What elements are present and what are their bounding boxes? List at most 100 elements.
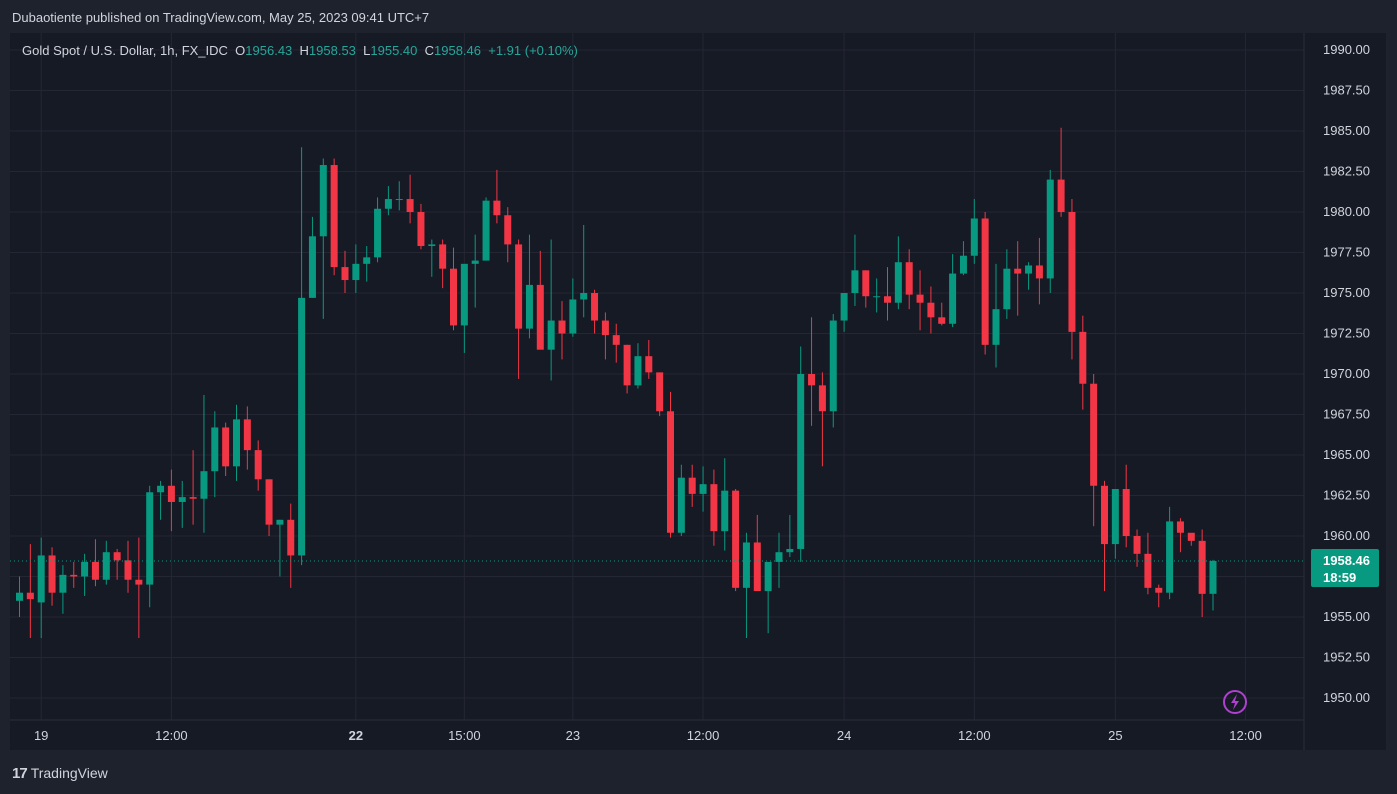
y-tick-label: 1972.50 xyxy=(1323,326,1370,341)
candle-body xyxy=(732,490,740,588)
candle-body xyxy=(525,284,533,329)
candle-body xyxy=(970,218,978,256)
candle-body xyxy=(1068,212,1076,332)
y-tick-label: 1955.00 xyxy=(1323,609,1370,624)
candle-body xyxy=(178,497,186,502)
candle-body xyxy=(981,218,989,345)
candle-body xyxy=(862,270,870,297)
candle xyxy=(645,339,653,379)
x-tick-label: 23 xyxy=(566,728,580,743)
candle xyxy=(905,249,913,310)
candle xyxy=(1198,529,1206,617)
candle-body xyxy=(829,320,837,412)
y-tick-label: 1982.50 xyxy=(1323,164,1370,179)
candle-body xyxy=(189,497,197,499)
candle-body xyxy=(742,542,750,588)
candle-body xyxy=(656,372,664,412)
candle xyxy=(688,464,696,507)
candle xyxy=(504,207,512,263)
candle-body xyxy=(580,293,588,300)
bar-countdown: 18:59 xyxy=(1323,570,1356,585)
candle-body xyxy=(167,485,175,502)
tradingview-logo[interactable]: 17 TradingView xyxy=(12,764,108,782)
candle xyxy=(851,234,859,306)
candle xyxy=(287,503,295,588)
candle xyxy=(959,241,967,276)
y-tick-label: 1975.00 xyxy=(1323,285,1370,300)
candle-body xyxy=(81,561,89,577)
candle-body xyxy=(222,427,230,467)
candle xyxy=(298,147,306,566)
price-axis[interactable]: 1990.00 1987.50 1985.00 1982.50 1980.00 1977.… xyxy=(1323,42,1370,705)
candle xyxy=(395,181,403,211)
candle xyxy=(873,278,881,313)
candle-body xyxy=(764,561,772,592)
y-tick-label: 1985.00 xyxy=(1323,123,1370,138)
candle-body xyxy=(287,519,295,556)
candlestick-chart[interactable]: 1990.00 1987.50 1985.00 1982.50 1980.00 1977.… xyxy=(10,33,1386,750)
candle-body xyxy=(211,427,219,472)
candle xyxy=(1144,532,1152,595)
time-axis[interactable]: 19 12:00 22 15:00 23 12:00 24 12:00 25 12:00 xyxy=(34,728,1262,743)
chart-panel[interactable]: 1990.00 1987.50 1985.00 1982.50 1980.00 1977.… xyxy=(10,33,1386,750)
candle-body xyxy=(113,552,121,561)
candle xyxy=(1035,237,1043,305)
high-label: H xyxy=(299,43,309,58)
candle-body xyxy=(873,296,881,298)
candle xyxy=(276,519,284,577)
candle-body xyxy=(146,492,154,585)
candle-body xyxy=(493,200,501,216)
candle-body xyxy=(1014,268,1022,274)
candle xyxy=(406,174,414,224)
candle-body xyxy=(569,299,577,334)
candle xyxy=(569,278,577,337)
candle-body xyxy=(612,335,620,345)
candle xyxy=(981,212,989,355)
candle xyxy=(243,406,251,470)
candle xyxy=(840,293,848,332)
candle xyxy=(677,464,685,536)
candle-body xyxy=(298,297,306,556)
candle-body xyxy=(753,542,761,592)
candle-body xyxy=(276,519,284,525)
candle xyxy=(482,197,490,261)
candle xyxy=(547,239,555,381)
candle-body xyxy=(591,293,599,321)
candle-body xyxy=(308,236,316,298)
candle-body xyxy=(1025,265,1033,274)
candle xyxy=(341,250,349,293)
candle-body xyxy=(48,555,56,593)
candle-body xyxy=(70,574,78,577)
candle-body xyxy=(374,208,382,258)
candle-body xyxy=(135,579,143,585)
candle-body xyxy=(927,302,935,318)
candle xyxy=(558,301,566,360)
candle xyxy=(167,469,175,532)
candle-body xyxy=(363,257,371,264)
lightning-icon[interactable] xyxy=(1223,690,1247,714)
candle xyxy=(525,234,533,339)
candle-body xyxy=(905,262,913,295)
candle xyxy=(938,302,946,326)
candle xyxy=(450,247,457,331)
candle xyxy=(1046,169,1054,293)
x-tick-label: 15:00 xyxy=(448,728,481,743)
candle xyxy=(254,440,262,491)
candle-body xyxy=(667,411,674,533)
candle-body xyxy=(601,320,609,336)
candle xyxy=(417,203,425,250)
candles xyxy=(16,127,1217,639)
candle xyxy=(732,489,740,592)
candle xyxy=(894,236,902,310)
candle xyxy=(884,267,891,321)
candle-body xyxy=(59,574,67,593)
candle-body xyxy=(482,200,490,261)
candle xyxy=(601,312,609,360)
candle-body xyxy=(938,317,946,324)
candle xyxy=(222,422,230,477)
candle xyxy=(1187,532,1195,546)
candle xyxy=(634,343,642,389)
candle xyxy=(48,547,56,606)
symbol-title[interactable]: Gold Spot / U.S. Dollar, 1h, FX_IDC xyxy=(22,43,228,58)
candle-body xyxy=(959,255,967,274)
